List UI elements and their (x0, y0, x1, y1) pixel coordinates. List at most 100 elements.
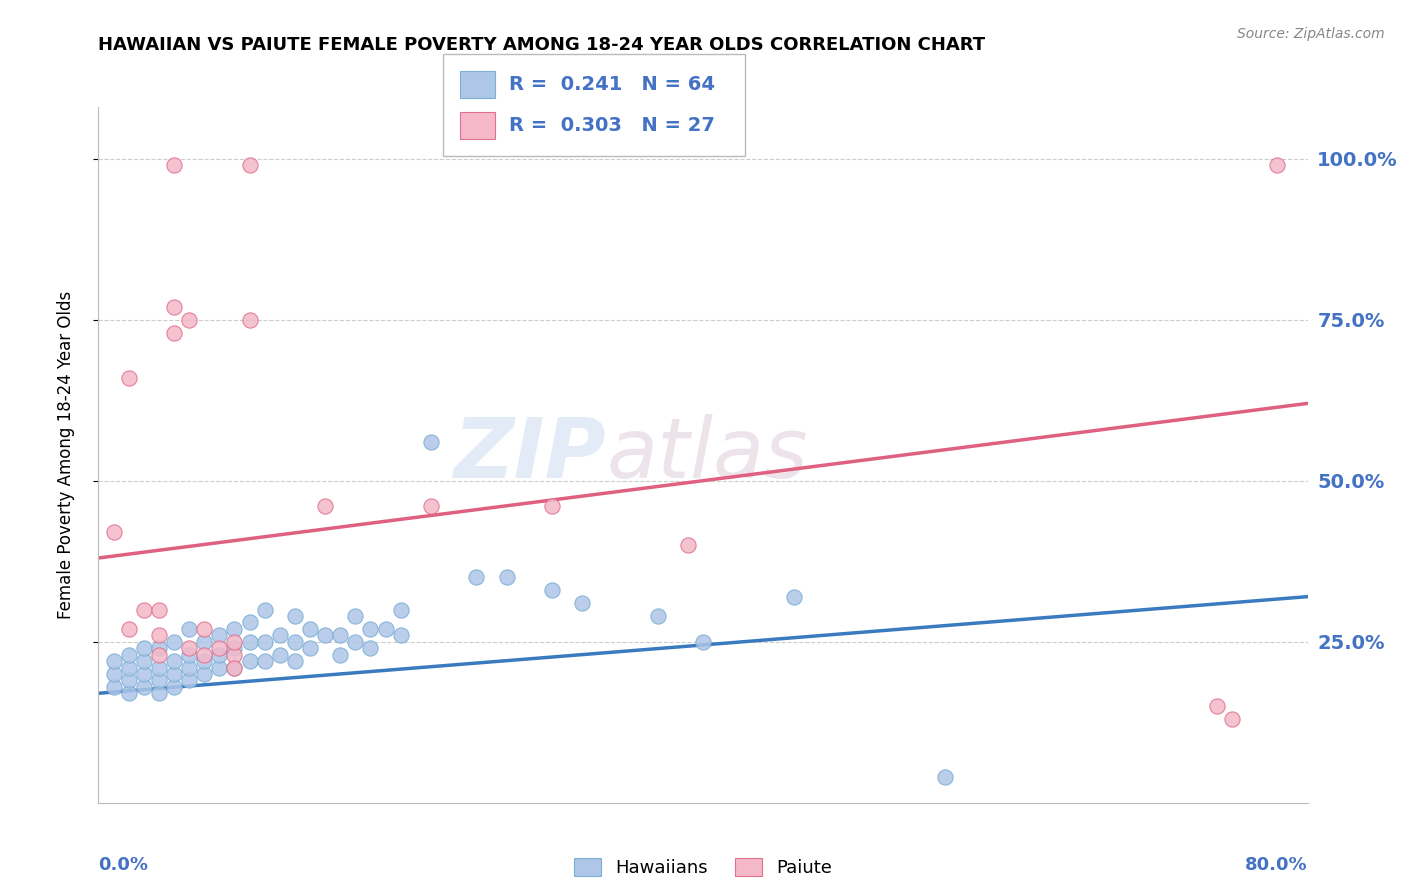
Point (253, 602, 276, 616)
Text: Source: ZipAtlas.com: Source: ZipAtlas.com (1237, 27, 1385, 41)
Point (344, 609, 367, 624)
Point (118, 660, 141, 674)
Point (103, 654, 125, 668)
Point (118, 648, 141, 662)
Point (193, 654, 215, 668)
Text: N = 27: N = 27 (628, 116, 716, 135)
Point (239, 634, 262, 648)
Point (208, 628, 231, 642)
Point (224, 660, 246, 674)
Point (329, 648, 352, 662)
Point (344, 634, 367, 648)
Point (103, 667, 125, 681)
Point (163, 300, 186, 314)
Point (389, 628, 412, 642)
Point (148, 641, 170, 656)
Point (783, 590, 806, 604)
Point (193, 648, 215, 662)
Point (179, 660, 201, 674)
Point (148, 602, 170, 616)
Y-axis label: Female Poverty Among 18-24 Year Olds: Female Poverty Among 18-24 Year Olds (56, 291, 75, 619)
Point (465, 570, 488, 584)
Point (224, 660, 246, 674)
Point (224, 648, 246, 662)
Point (148, 628, 170, 642)
Point (208, 648, 231, 662)
Point (132, 641, 155, 656)
Point (179, 312, 201, 326)
Point (193, 634, 215, 648)
Point (132, 680, 155, 694)
Point (495, 570, 517, 584)
Point (148, 648, 170, 662)
Point (179, 622, 201, 636)
Text: R =  0.303: R = 0.303 (509, 116, 621, 135)
Point (224, 634, 246, 648)
Point (314, 500, 336, 514)
Text: ZIP: ZIP (454, 415, 606, 495)
Point (163, 634, 186, 648)
Point (224, 641, 246, 656)
Point (132, 654, 155, 668)
Point (284, 654, 307, 668)
Point (1206, 699, 1229, 714)
Point (676, 538, 699, 552)
Point (118, 686, 141, 700)
Point (193, 667, 215, 681)
Point (374, 622, 396, 636)
Point (208, 660, 231, 674)
Point (103, 525, 125, 540)
Text: atlas: atlas (606, 415, 808, 495)
Point (132, 602, 155, 616)
Point (118, 370, 141, 384)
Point (571, 596, 593, 610)
Point (239, 615, 262, 630)
Text: 0.0%: 0.0% (98, 856, 149, 874)
Point (179, 648, 201, 662)
Point (314, 628, 336, 642)
Point (540, 500, 562, 514)
Point (299, 622, 322, 636)
Point (389, 602, 412, 616)
Point (239, 654, 262, 668)
Point (540, 583, 562, 598)
Point (360, 641, 382, 656)
Point (692, 634, 714, 648)
Point (284, 634, 307, 648)
Point (1220, 712, 1243, 726)
Point (647, 609, 669, 624)
Text: 80.0%: 80.0% (1244, 856, 1308, 874)
Text: HAWAIIAN VS PAIUTE FEMALE POVERTY AMONG 18-24 YEAR OLDS CORRELATION CHART: HAWAIIAN VS PAIUTE FEMALE POVERTY AMONG … (98, 36, 986, 54)
Point (179, 641, 201, 656)
Point (132, 667, 155, 681)
Point (103, 680, 125, 694)
Text: N = 64: N = 64 (628, 75, 716, 94)
Point (239, 158, 262, 172)
Point (148, 660, 170, 674)
Legend: Hawaiians, Paiute: Hawaiians, Paiute (567, 850, 839, 884)
Point (239, 312, 262, 326)
Point (329, 628, 352, 642)
Point (269, 648, 291, 662)
Point (269, 628, 291, 642)
Point (934, 770, 956, 784)
Point (360, 622, 382, 636)
Point (420, 500, 443, 514)
Point (163, 158, 186, 172)
Text: R =  0.241: R = 0.241 (509, 75, 623, 94)
Point (299, 641, 322, 656)
Point (163, 667, 186, 681)
Point (208, 641, 231, 656)
Point (118, 622, 141, 636)
Point (1267, 158, 1289, 172)
Point (163, 654, 186, 668)
Point (420, 435, 443, 450)
Point (179, 673, 201, 688)
Point (118, 673, 141, 688)
Point (163, 326, 186, 340)
Point (163, 680, 186, 694)
Point (284, 609, 307, 624)
Point (193, 622, 215, 636)
Point (148, 673, 170, 688)
Point (148, 686, 170, 700)
